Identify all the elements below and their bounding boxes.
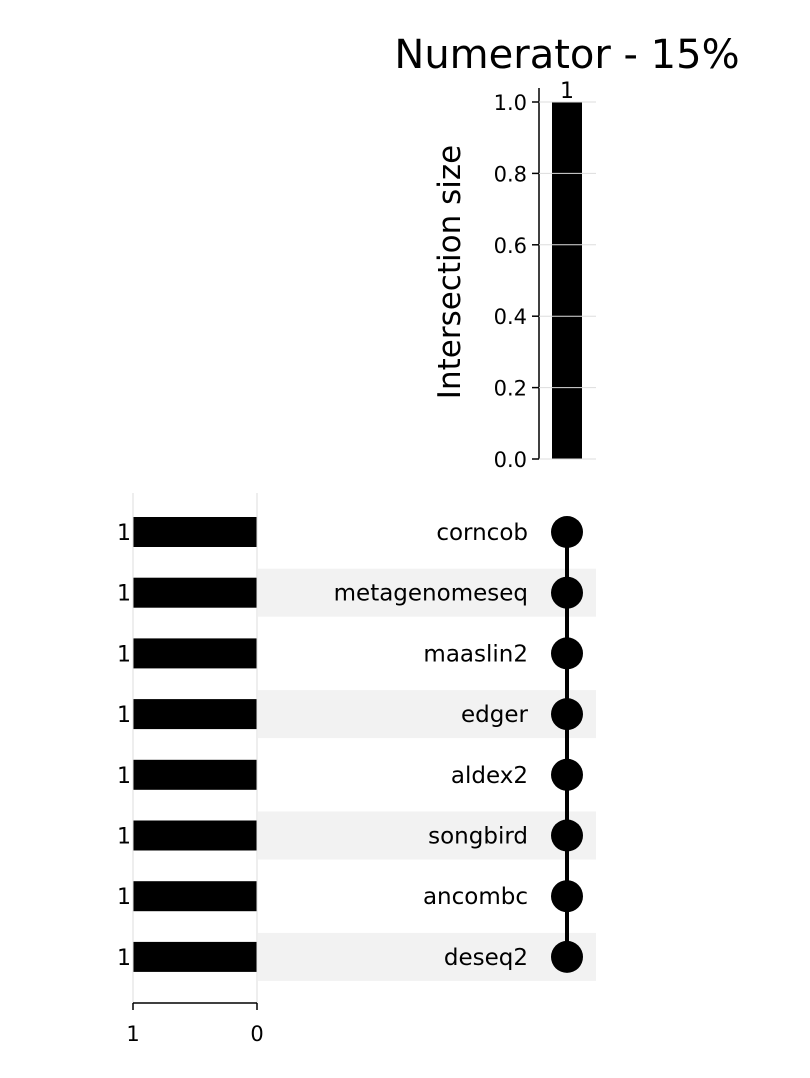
set-size-label-deseq2: 1 bbox=[117, 946, 131, 971]
set-size-label-metagenomeseq: 1 bbox=[117, 582, 131, 607]
set-size-label-ancombc: 1 bbox=[117, 885, 131, 910]
row-shade-deseq2 bbox=[258, 932, 596, 981]
set-name-corncob: corncob bbox=[436, 520, 528, 546]
set-name-maaslin2: maaslin2 bbox=[423, 641, 528, 667]
set-name-metagenomeseq: metagenomeseq bbox=[334, 581, 528, 607]
set-size-bars: 1 1 1 1 1 1 1 1 bbox=[117, 517, 257, 972]
set-name-aldex2: aldex2 bbox=[451, 763, 528, 789]
membership-dot-maaslin2 bbox=[551, 637, 583, 670]
row-shade-metagenomeseq bbox=[258, 568, 596, 617]
set-size-bar-aldex2 bbox=[133, 759, 257, 790]
set-size-label-aldex2: 1 bbox=[117, 764, 131, 789]
set-size-bar-edger bbox=[133, 699, 257, 730]
set-size-bar-deseq2 bbox=[133, 941, 257, 972]
set-size-bar-corncob bbox=[133, 517, 257, 547]
membership-dot-metagenomeseq bbox=[551, 576, 583, 609]
y-tick-label: 0.6 bbox=[494, 234, 527, 258]
y-tick-label: 0.2 bbox=[494, 377, 527, 401]
row-shade-songbird bbox=[258, 811, 596, 860]
set-size-bar-songbird bbox=[133, 820, 257, 851]
set-name-songbird: songbird bbox=[428, 824, 528, 850]
membership-dot-songbird bbox=[551, 819, 583, 852]
set-name-ancombc: ancombc bbox=[423, 884, 528, 910]
set-name-deseq2: deseq2 bbox=[444, 945, 528, 971]
row-shade-edger bbox=[258, 690, 596, 739]
set-size-label-maaslin2: 1 bbox=[117, 642, 131, 667]
set-size-bar-metagenomeseq bbox=[133, 577, 257, 608]
intersection-bar-label: 1 bbox=[560, 79, 574, 104]
membership-dot-aldex2 bbox=[551, 758, 583, 791]
y-tick-label: 0.4 bbox=[494, 305, 527, 329]
y-tick-label: 0.8 bbox=[494, 162, 527, 186]
membership-dot-corncob bbox=[551, 516, 583, 548]
y-tick-label: 0.0 bbox=[494, 448, 527, 472]
intersection-bar bbox=[552, 102, 582, 459]
membership-dot-ancombc bbox=[551, 880, 583, 913]
set-size-bar-ancombc bbox=[133, 881, 257, 912]
membership-dot-edger bbox=[551, 698, 583, 731]
set-size-label-edger: 1 bbox=[117, 703, 131, 728]
membership-matrix: corncob metagenomeseq maaslin2 edger aldex2 s… bbox=[334, 516, 583, 973]
membership-dot-deseq2 bbox=[551, 940, 583, 973]
set-size-tick-label: 0 bbox=[250, 1022, 263, 1046]
intersection-size-axis: 0.0 0.2 0.4 0.6 0.8 1.0 bbox=[494, 88, 596, 472]
set-size-label-songbird: 1 bbox=[117, 825, 131, 850]
set-size-label-corncob: 1 bbox=[117, 521, 131, 546]
chart-title: Numerator - 15% bbox=[394, 32, 739, 78]
set-name-edger: edger bbox=[461, 702, 529, 728]
set-size-tick-label: 1 bbox=[126, 1022, 139, 1046]
y-axis-label: Intersection size bbox=[432, 145, 468, 399]
y-tick-label: 1.0 bbox=[494, 91, 527, 115]
row-shading bbox=[258, 568, 596, 981]
set-size-bar-maaslin2 bbox=[133, 638, 257, 669]
intersection-bars: 1 bbox=[552, 79, 582, 459]
